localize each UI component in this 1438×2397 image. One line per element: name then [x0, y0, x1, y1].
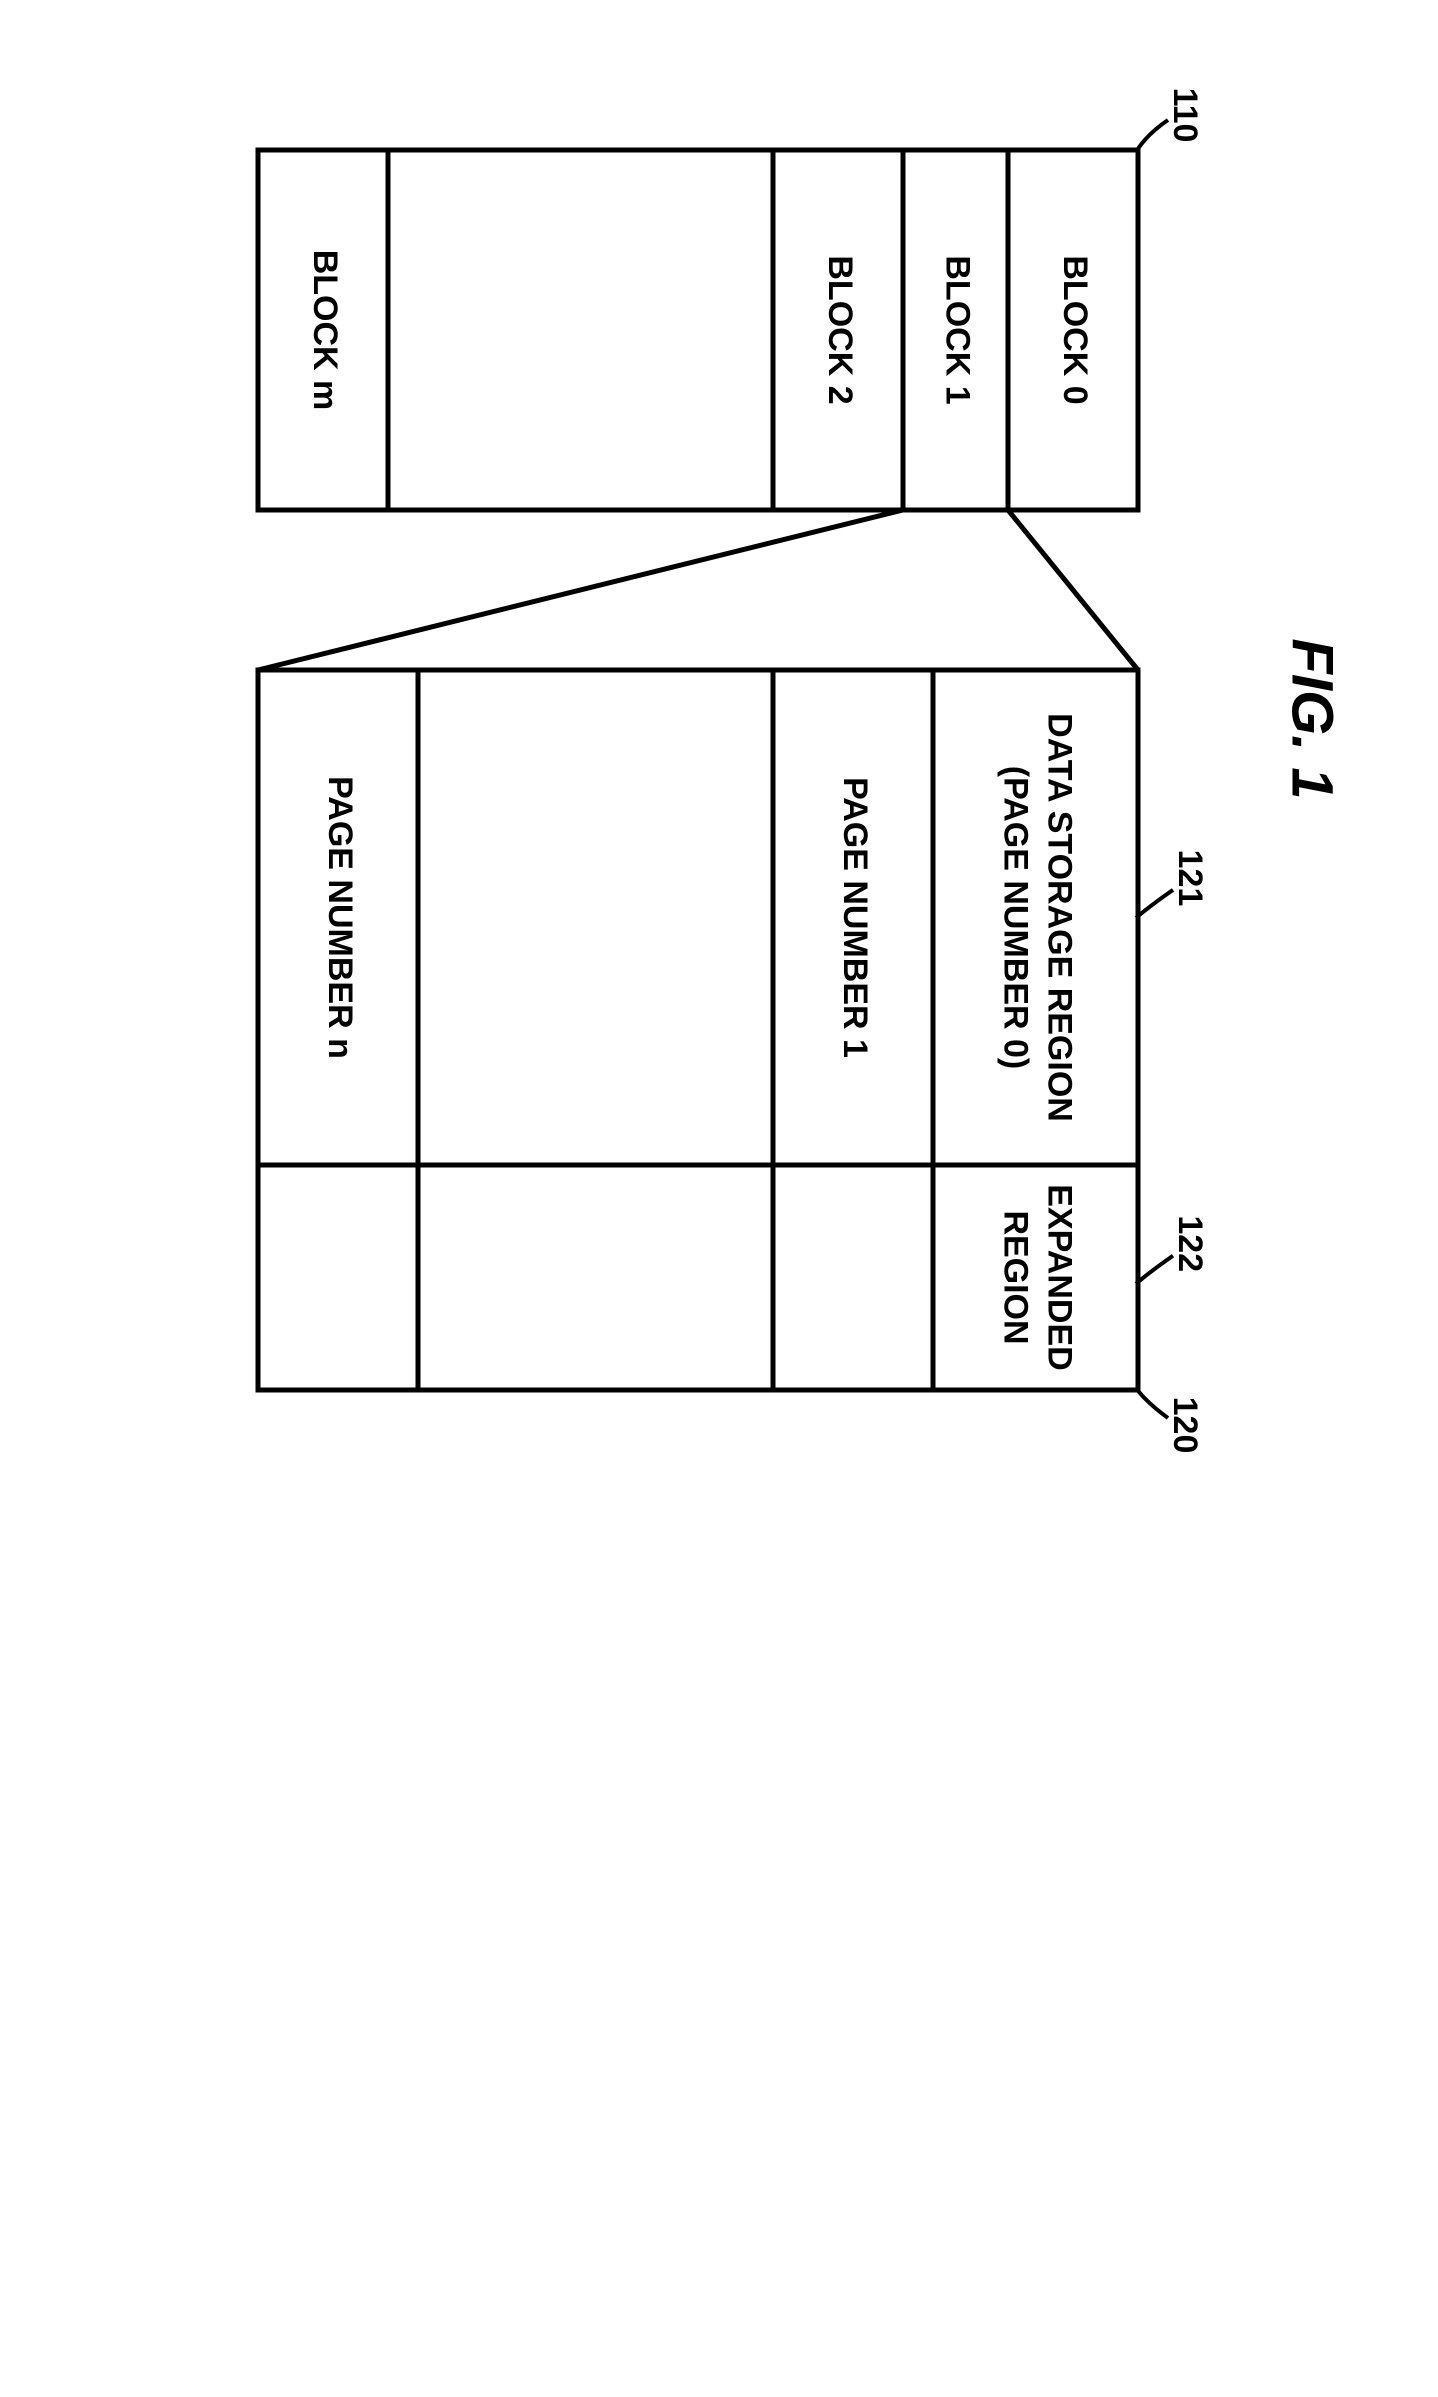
page-label: PAGE NUMBER 1 [836, 777, 874, 1058]
ref-120: 120 [1166, 1397, 1204, 1454]
block-label: BLOCK 1 [939, 255, 977, 404]
leader-110 [1136, 120, 1168, 152]
block-label: BLOCK 0 [1056, 255, 1094, 404]
ref-122: 122 [1171, 1215, 1209, 1272]
block-label: BLOCK 2 [821, 255, 859, 404]
page-label: PAGE NUMBER n [321, 776, 359, 1059]
figure-title: FIG. 1 [1280, 638, 1345, 799]
page-label: DATA STORAGE REGION [1041, 713, 1079, 1122]
expanded-label: EXPANDED [1041, 1184, 1079, 1370]
expanded-label: REGION [997, 1210, 1035, 1344]
block-label: BLOCK m [306, 250, 344, 411]
ref-110: 110 [1166, 88, 1204, 143]
leader-122 [1136, 1256, 1173, 1284]
leader-121 [1136, 890, 1173, 918]
leader-120 [1136, 1388, 1168, 1418]
ref-121: 121 [1171, 850, 1209, 907]
page-label: (PAGE NUMBER 0) [997, 766, 1035, 1070]
